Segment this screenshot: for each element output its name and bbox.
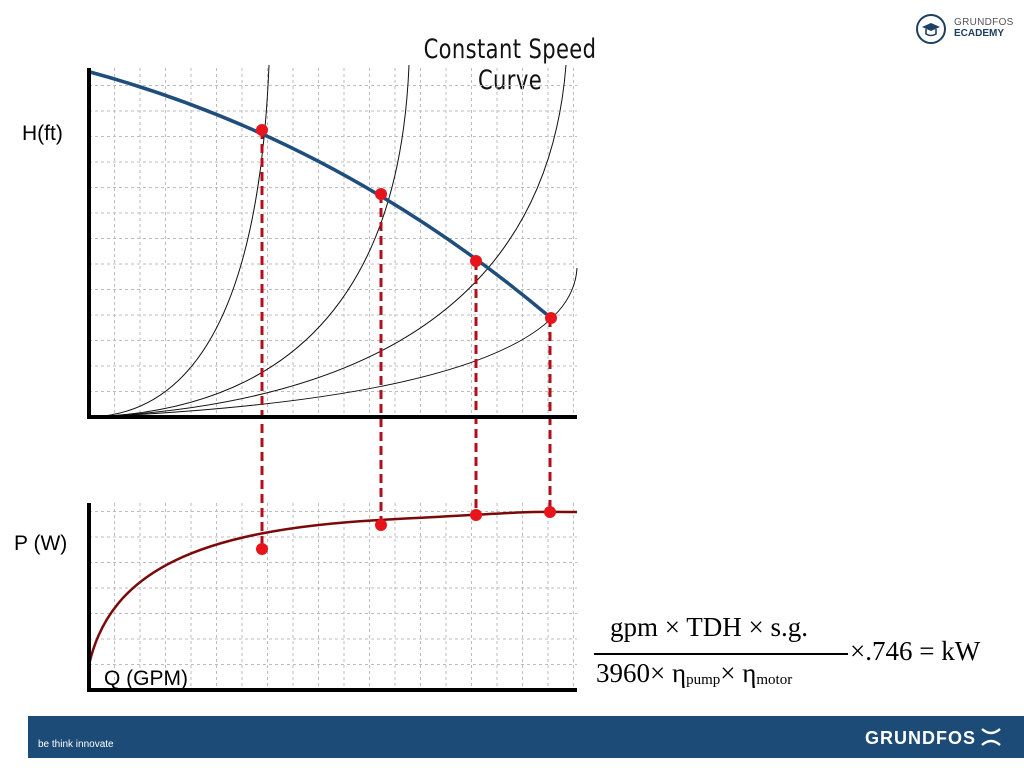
- footer-bar: be think innovate GRUNDFOS: [28, 716, 1024, 758]
- chart-title: Constant Speed Curve: [423, 34, 597, 96]
- chart-axes: [87, 68, 577, 692]
- formula-fraction-bar: [594, 653, 848, 655]
- pump-head-curve: [89, 70, 553, 320]
- formula-sub-pump: pump: [686, 672, 721, 688]
- power-formula: gpm × TDH × s.g. 3960× ηpump× ηmotor ×.7…: [592, 608, 1024, 698]
- operating-point-h3: [470, 255, 482, 267]
- operating-point-p4: [544, 506, 556, 518]
- footer-brand-text: GRUNDFOS: [865, 728, 976, 748]
- power-curve: [87, 510, 578, 666]
- power-chart-grid: [89, 503, 577, 690]
- system-curve-4: [91, 267, 578, 418]
- grundfos-x-icon: [981, 728, 1001, 746]
- head-operating-points: [256, 124, 557, 324]
- logo-text-grundfos: GRUNDFOS: [954, 17, 1014, 28]
- formula-denominator-lead: 3960× η: [596, 658, 687, 688]
- flow-axis-label: Q (GPM): [104, 667, 188, 690]
- formula-denominator: 3960× ηpump× ηmotor: [596, 658, 792, 689]
- footer-tagline: be think innovate: [38, 739, 114, 750]
- grundfos-ecademy-logo: GRUNDFOS ECADEMY: [914, 12, 1024, 48]
- head-chart-grid: [89, 68, 577, 417]
- operating-point-drops: [260, 130, 552, 549]
- power-axis-label: P (W): [14, 532, 68, 555]
- power-operating-points: [256, 506, 556, 555]
- system-curve-3: [91, 64, 567, 418]
- formula-numerator: gpm × TDH × s.g.: [610, 612, 808, 642]
- operating-point-h2: [375, 188, 387, 200]
- graduation-cap-icon: [916, 14, 946, 44]
- operating-point-h1: [256, 124, 268, 136]
- formula-result: ×.746 = kW: [850, 636, 981, 666]
- head-axis-label: H(ft): [22, 122, 63, 145]
- operating-point-p2: [375, 519, 387, 531]
- operating-point-p3: [470, 509, 482, 521]
- system-curves: [91, 64, 578, 418]
- footer-brand-logo: GRUNDFOS: [865, 728, 1001, 749]
- operating-point-h4: [545, 312, 557, 324]
- logo-text-ecademy: ECADEMY: [954, 28, 1005, 39]
- system-curve-2: [91, 64, 410, 418]
- formula-denominator-mid: × η: [720, 658, 757, 688]
- formula-sub-motor: motor: [756, 672, 793, 688]
- operating-point-p1: [256, 543, 268, 555]
